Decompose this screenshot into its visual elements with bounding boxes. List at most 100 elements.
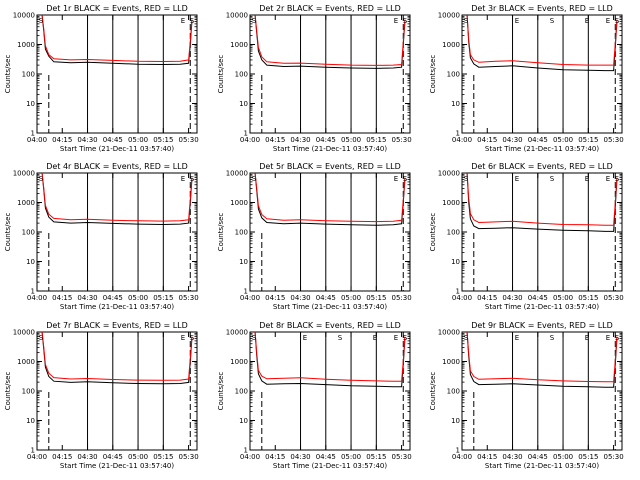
panel-title: Det 2r BLACK = Events, RED = LLD — [259, 4, 401, 13]
x-tick-label: 04:00 — [27, 294, 47, 302]
x-tick-label: 04:30 — [502, 294, 522, 302]
x-tick-label: 05:15 — [578, 136, 598, 144]
series-lld — [254, 14, 406, 66]
y-tick-label: 10 — [451, 100, 460, 108]
x-tick-label: 04:00 — [452, 136, 472, 144]
panel-3: Det 3r BLACK = Events, RED = LLD 1 10 100 10… — [429, 4, 624, 153]
y-tick-label: 100 — [235, 388, 248, 396]
y-tick-label: 1000 — [230, 41, 248, 49]
x-tick-label: 04:00 — [240, 136, 260, 144]
x-tick-label: 05:30 — [603, 294, 623, 302]
flag-label: E — [303, 334, 307, 342]
panel-4: Det 4r BLACK = Events, RED = LLD 1 10 100 10… — [4, 162, 199, 311]
flag-label: S — [252, 334, 257, 342]
panel-9: Det 9r BLACK = Events, RED = LLD 1 10 100 10… — [429, 321, 624, 470]
flag-label: E — [515, 175, 519, 183]
x-tick-label: 04:45 — [528, 294, 548, 302]
x-tick-label: 04:45 — [316, 136, 336, 144]
y-tick-label: 100 — [447, 388, 460, 396]
x-tick-label: 04:45 — [103, 453, 123, 461]
panels-group: Det 1r BLACK = Events, RED = LLD11010010… — [4, 4, 624, 470]
x-tick-label: 05:00 — [553, 294, 573, 302]
y-axis-label: Counts/sec — [4, 213, 12, 252]
x-tick-label: 04:30 — [290, 136, 310, 144]
panel-title: Det 5r BLACK = Events, RED = LLD — [259, 162, 401, 171]
flag-label: S — [39, 17, 44, 25]
flag-label: E — [394, 17, 398, 25]
flag-label: S — [190, 175, 195, 183]
series-events — [466, 331, 618, 388]
x-tick-label: 05:30 — [603, 136, 623, 144]
panel-7: Det 7r BLACK = Events, RED = LLD 1 10 100 10… — [4, 321, 199, 470]
flag-label: E — [394, 334, 398, 342]
y-tick-label: 1000 — [442, 41, 460, 49]
x-tick-label: 05:30 — [391, 136, 411, 144]
y-tick-label: 10 — [26, 258, 35, 266]
series-events — [41, 14, 193, 66]
y-tick-label: 10000 — [13, 12, 35, 20]
y-tick-label: 1000 — [17, 358, 35, 366]
series-lld — [41, 14, 193, 63]
x-tick-label: 05:30 — [178, 136, 198, 144]
y-axis-label: Counts/sec — [429, 372, 437, 411]
panel-1: Det 1r BLACK = Events, RED = LLD 1 10 100 10… — [4, 4, 199, 153]
flag-label: E — [606, 175, 610, 183]
x-tick-label: 04:00 — [27, 453, 47, 461]
series-events — [41, 331, 193, 385]
x-tick-label: 04:30 — [502, 453, 522, 461]
flag-label: E — [515, 334, 519, 342]
x-tick-label: 05:00 — [341, 136, 361, 144]
series-lld — [254, 331, 406, 382]
x-tick-label: 04:15 — [52, 453, 72, 461]
x-tick-label: 04:00 — [27, 136, 47, 144]
flag-label: S — [338, 334, 343, 342]
flag-label: S — [252, 17, 257, 25]
flag-label: E — [585, 175, 589, 183]
flag-label: S — [615, 17, 620, 25]
flag-label: S — [615, 334, 620, 342]
series-lld — [254, 172, 406, 223]
y-tick-label: 10000 — [438, 170, 460, 178]
x-tick-label: 04:15 — [477, 136, 497, 144]
x-tick-label: 05:15 — [578, 453, 598, 461]
y-tick-label: 1000 — [230, 358, 248, 366]
flag-label: E — [585, 334, 589, 342]
x-tick-label: 05:30 — [178, 294, 198, 302]
x-tick-label: 05:00 — [341, 294, 361, 302]
x-tick-label: 05:30 — [391, 294, 411, 302]
y-tick-label: 100 — [22, 71, 35, 79]
y-tick-label: 10000 — [226, 329, 248, 337]
x-tick-label: 05:00 — [128, 453, 148, 461]
y-tick-label: 1 — [31, 447, 35, 455]
flag-label: S — [464, 17, 469, 25]
x-tick-label: 04:45 — [316, 453, 336, 461]
y-tick-label: 1000 — [442, 358, 460, 366]
x-tick-label: 05:00 — [128, 136, 148, 144]
y-tick-label: 10000 — [226, 170, 248, 178]
y-tick-label: 10 — [239, 258, 248, 266]
series-events — [466, 172, 618, 232]
x-tick-label: 04:15 — [477, 453, 497, 461]
y-tick-label: 100 — [235, 229, 248, 237]
flag-label: S — [252, 175, 257, 183]
y-tick-label: 1 — [244, 130, 248, 138]
panel-6: Det 6r BLACK = Events, RED = LLD 1 10 100 10… — [429, 162, 624, 311]
x-tick-label: 04:30 — [290, 294, 310, 302]
y-tick-label: 10000 — [438, 329, 460, 337]
x-tick-label: 04:30 — [77, 136, 97, 144]
y-axis-label: Counts/sec — [4, 372, 12, 411]
x-tick-label: 05:30 — [391, 453, 411, 461]
y-tick-label: 1 — [31, 288, 35, 296]
x-tick-label: 04:45 — [528, 453, 548, 461]
x-tick-label: 05:00 — [341, 453, 361, 461]
y-tick-label: 1 — [456, 288, 460, 296]
flag-label: S — [615, 175, 620, 183]
flag-label: S — [550, 175, 555, 183]
flag-label: E — [606, 17, 610, 25]
y-axis-label: Counts/sec — [429, 55, 437, 94]
series-events — [41, 172, 193, 226]
x-axis-label: Start Time (21-Dec-11 03:57:40) — [60, 303, 174, 311]
y-tick-label: 100 — [235, 71, 248, 79]
flag-label: E — [515, 17, 519, 25]
